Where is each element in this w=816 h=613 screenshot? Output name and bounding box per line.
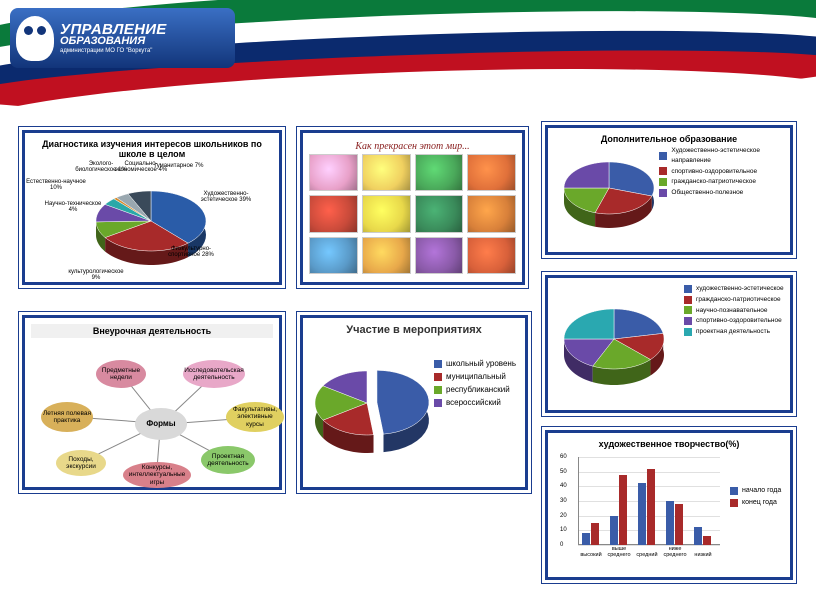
legend-bar: начало годаконец года: [730, 486, 781, 557]
artwork-grid: [309, 154, 516, 274]
bar-chart: 0102030405060высокийвыше среднегосредний…: [560, 457, 720, 557]
bubble-node: Проектная деятельность: [201, 446, 255, 474]
artwork-cell: [362, 237, 411, 274]
pie-label: культурологическое 9%: [66, 269, 126, 281]
legend-item: начало года: [730, 486, 781, 497]
panel-title: художественное творчество(%): [554, 439, 784, 449]
bubble-node: Предметные недели: [96, 360, 146, 388]
bubble-node: Походы, экскурсии: [56, 450, 106, 476]
bubble-node: Конкурсы, интеллектуальные игры: [123, 462, 191, 488]
artwork-cell: [309, 154, 358, 191]
legend-item: муниципальный: [434, 371, 516, 383]
legend-participation: школьный уровеньмуниципальныйреспубликан…: [434, 358, 516, 478]
pie-label: Естественно-научное 10%: [26, 179, 86, 191]
artwork-cell: [309, 195, 358, 232]
logo-line3: администрации МО ГО "Воркута": [60, 48, 167, 54]
legend-item: всероссийский: [434, 397, 516, 409]
panel-directions: художественно-эстетическоегражданско-пат…: [545, 275, 793, 413]
panel-participation: Участие в мероприятиях школьный уровеньм…: [300, 315, 528, 490]
panel-title: Внеурочная деятельность: [31, 324, 273, 338]
bubble-node: Исследовательская деятельность: [183, 360, 245, 388]
org-logo: УПРАВЛЕНИЕ ОБРАЗОВАНИЯ администрации МО …: [10, 8, 235, 68]
pie-participation: [309, 338, 434, 478]
artwork-cell: [415, 154, 464, 191]
legend-item: школьный уровень: [434, 358, 516, 370]
legend-item: республиканский: [434, 384, 516, 396]
artwork-cell: [467, 154, 516, 191]
panel-art-creativity: художественное творчество(%) 01020304050…: [545, 430, 793, 580]
artwork-banner: Как прекрасен этот мир...: [309, 139, 516, 154]
pie-label: Научно-техническое 4%: [43, 201, 103, 213]
pie-label: Художественно-эстетическое 39%: [196, 191, 256, 203]
legend-additional-edu: Художественно-эстетическое направлениесп…: [659, 146, 784, 241]
bubble-node: Летняя полевая практика: [41, 402, 93, 432]
legend-item: спортивно-оздоровительное: [684, 316, 784, 326]
artwork-cell: [415, 237, 464, 274]
pie-label: Физкультурно-спортивное 28%: [161, 246, 221, 258]
panel-diagnostics: Диагностика изучения интересов школьнико…: [22, 130, 282, 285]
legend-item: Художественно-эстетическое направление: [659, 146, 784, 166]
bubble-node: Факультативы, элективные курсы: [226, 402, 284, 432]
artwork-cell: [467, 195, 516, 232]
pie-directions: [554, 284, 684, 404]
legend-item: конец года: [730, 498, 781, 509]
panel-title: Дополнительное образование: [554, 134, 784, 144]
panel-title: Диагностика изучения интересов школьнико…: [31, 139, 273, 159]
panel-title: Участие в мероприятиях: [309, 324, 519, 336]
artwork-cell: [415, 195, 464, 232]
panel-additional-edu: Дополнительное образование Художественно…: [545, 125, 793, 255]
content-area: Диагностика изучения интересов школьнико…: [0, 120, 816, 613]
legend-item: научно-познавательное: [684, 306, 784, 316]
legend-item: проектная деятельность: [684, 327, 784, 337]
artwork-cell: [362, 154, 411, 191]
pie-label: гуманитарное 7%: [149, 163, 209, 169]
artwork-cell: [309, 237, 358, 274]
artwork-cell: [467, 237, 516, 274]
panel-extracurricular: Внеурочная деятельность Формы Предметные …: [22, 315, 282, 490]
bubble-center: Формы: [135, 408, 187, 440]
legend-item: художественно-эстетическое: [684, 284, 784, 294]
owl-icon: [16, 16, 54, 61]
legend-item: Общественно-полезное: [659, 188, 784, 198]
legend-item: гражданско-патриотическое: [659, 177, 784, 187]
legend-item: спортивно-оздоровительное: [659, 167, 784, 177]
artwork-cell: [362, 195, 411, 232]
bubble-diagram: Формы Предметные недели Исследовательская …: [31, 340, 273, 490]
pie-additional-edu: [554, 146, 659, 241]
legend-directions: художественно-эстетическоегражданско-пат…: [684, 284, 784, 404]
panel-artwork: Как прекрасен этот мир...: [300, 130, 525, 285]
legend-item: гражданско-патриотическое: [684, 295, 784, 305]
